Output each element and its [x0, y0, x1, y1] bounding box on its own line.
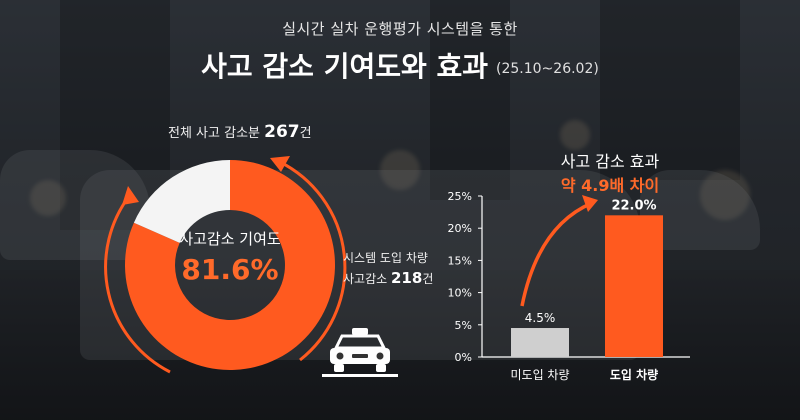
taxi-front-icon	[322, 328, 398, 377]
y-tick-label: 20%	[448, 222, 472, 235]
note-unit: 건	[422, 272, 434, 286]
total-reduction-prefix: 전체 사고 감소분	[168, 126, 260, 141]
bar-value-label: 22.0%	[611, 198, 656, 213]
donut-center: 사고감소 기여도 81.6%	[140, 228, 320, 286]
total-reduction-label: 전체 사고 감소분 267건	[168, 122, 312, 142]
bar-non-adopted	[511, 328, 569, 357]
note-prefix: 사고감소	[343, 272, 388, 286]
x-category-label: 미도입 차량	[510, 368, 569, 382]
effect-line2: 약 4.9배 차이	[560, 176, 660, 195]
period-label: (25.10~26.02)	[496, 61, 599, 77]
total-reduction-value: 267	[264, 122, 300, 142]
note-value: 218	[391, 269, 423, 287]
bar-adopted	[605, 215, 663, 357]
effect-callout: 사고 감소 효과 약 4.9배 차이	[520, 148, 700, 196]
note-line1: 시스템 도입 차량	[343, 251, 428, 265]
y-tick-label: 0%	[455, 351, 472, 364]
effect-line1: 사고 감소 효과	[560, 152, 660, 171]
curved-arrow-icon	[520, 201, 593, 307]
y-tick-label: 15%	[448, 254, 472, 267]
total-reduction-unit: 건	[299, 126, 312, 141]
page-title: 사고 감소 기여도와 효과	[201, 50, 489, 83]
contribution-label: 사고감소 기여도	[179, 230, 281, 248]
system-vehicle-note: 시스템 도입 차량 사고감소 218건	[343, 248, 433, 289]
y-tick-label: 5%	[455, 319, 472, 332]
bar-value-label: 4.5%	[525, 311, 556, 325]
y-tick-label: 10%	[448, 287, 472, 300]
page-subtitle: 실시간 실차 운행평가 시스템을 통한	[282, 20, 518, 38]
contribution-value: 81.6%	[181, 253, 279, 286]
x-category-label: 도입 차량	[610, 367, 658, 382]
arrowhead-bar	[582, 195, 598, 212]
header: 실시간 실차 운행평가 시스템을 통한 사고 감소 기여도와 효과 (25.10~…	[0, 18, 800, 85]
y-tick-label: 25%	[448, 190, 472, 203]
